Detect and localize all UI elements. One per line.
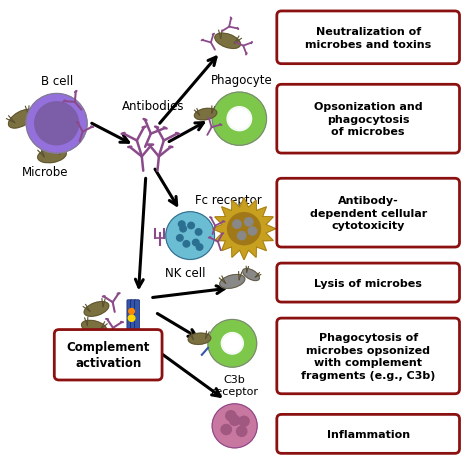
Circle shape (229, 415, 240, 425)
Polygon shape (212, 198, 276, 260)
FancyBboxPatch shape (131, 300, 136, 332)
Circle shape (183, 241, 190, 248)
FancyBboxPatch shape (277, 263, 459, 302)
FancyBboxPatch shape (127, 300, 132, 332)
Circle shape (229, 109, 250, 130)
Text: Microbe: Microbe (22, 165, 68, 178)
Ellipse shape (194, 109, 217, 121)
Text: Lysis of microbes: Lysis of microbes (314, 278, 422, 288)
Circle shape (222, 333, 243, 354)
Text: Antibodies: Antibodies (121, 100, 184, 113)
FancyBboxPatch shape (135, 300, 139, 332)
Circle shape (221, 333, 243, 354)
Circle shape (196, 244, 203, 250)
FancyBboxPatch shape (55, 330, 162, 380)
Circle shape (248, 227, 257, 236)
Circle shape (237, 232, 246, 240)
Circle shape (208, 320, 257, 367)
Circle shape (128, 315, 135, 322)
Text: Fc receptor: Fc receptor (195, 194, 262, 207)
Text: Antibody-
dependent cellular
cytotoxicity: Antibody- dependent cellular cytotoxicit… (310, 196, 427, 231)
Circle shape (129, 309, 135, 314)
FancyBboxPatch shape (277, 179, 459, 248)
Circle shape (245, 218, 253, 226)
Ellipse shape (9, 110, 35, 129)
Text: B cell: B cell (40, 75, 73, 88)
Text: Phagocyte: Phagocyte (211, 74, 273, 87)
Ellipse shape (243, 269, 259, 281)
Ellipse shape (84, 302, 109, 317)
Text: Opsonization and
phagocytosis
of microbes: Opsonization and phagocytosis of microbe… (314, 102, 422, 137)
Text: Phagocytosis of
microbes opsonized
with complement
fragments (e.g., C3b): Phagocytosis of microbes opsonized with … (301, 332, 435, 380)
Ellipse shape (215, 34, 240, 49)
Circle shape (166, 213, 215, 260)
Circle shape (233, 220, 241, 229)
Circle shape (212, 93, 266, 146)
Circle shape (178, 221, 185, 228)
Circle shape (180, 226, 186, 232)
Circle shape (188, 223, 194, 229)
Ellipse shape (188, 333, 211, 344)
Circle shape (228, 213, 260, 245)
FancyBboxPatch shape (277, 85, 459, 154)
Ellipse shape (220, 275, 245, 289)
Circle shape (226, 411, 236, 421)
Circle shape (212, 404, 257, 448)
Circle shape (26, 94, 87, 154)
Ellipse shape (38, 149, 66, 163)
Circle shape (239, 416, 249, 426)
Circle shape (35, 103, 79, 145)
Circle shape (227, 107, 252, 131)
Text: Complement
activation: Complement activation (66, 341, 150, 369)
Circle shape (221, 425, 231, 435)
Circle shape (192, 240, 199, 246)
Circle shape (228, 108, 251, 131)
FancyBboxPatch shape (277, 12, 459, 64)
Text: C3b
receptor: C3b receptor (211, 374, 258, 396)
Circle shape (177, 235, 183, 242)
Text: NK cell: NK cell (165, 267, 206, 280)
FancyBboxPatch shape (277, 319, 459, 394)
Text: Neutralization of
microbes and toxins: Neutralization of microbes and toxins (305, 27, 431, 50)
Text: Inflammation: Inflammation (327, 429, 410, 439)
Circle shape (195, 229, 202, 236)
Circle shape (223, 335, 242, 353)
Circle shape (237, 426, 247, 437)
FancyBboxPatch shape (277, 414, 459, 453)
Ellipse shape (82, 321, 107, 334)
